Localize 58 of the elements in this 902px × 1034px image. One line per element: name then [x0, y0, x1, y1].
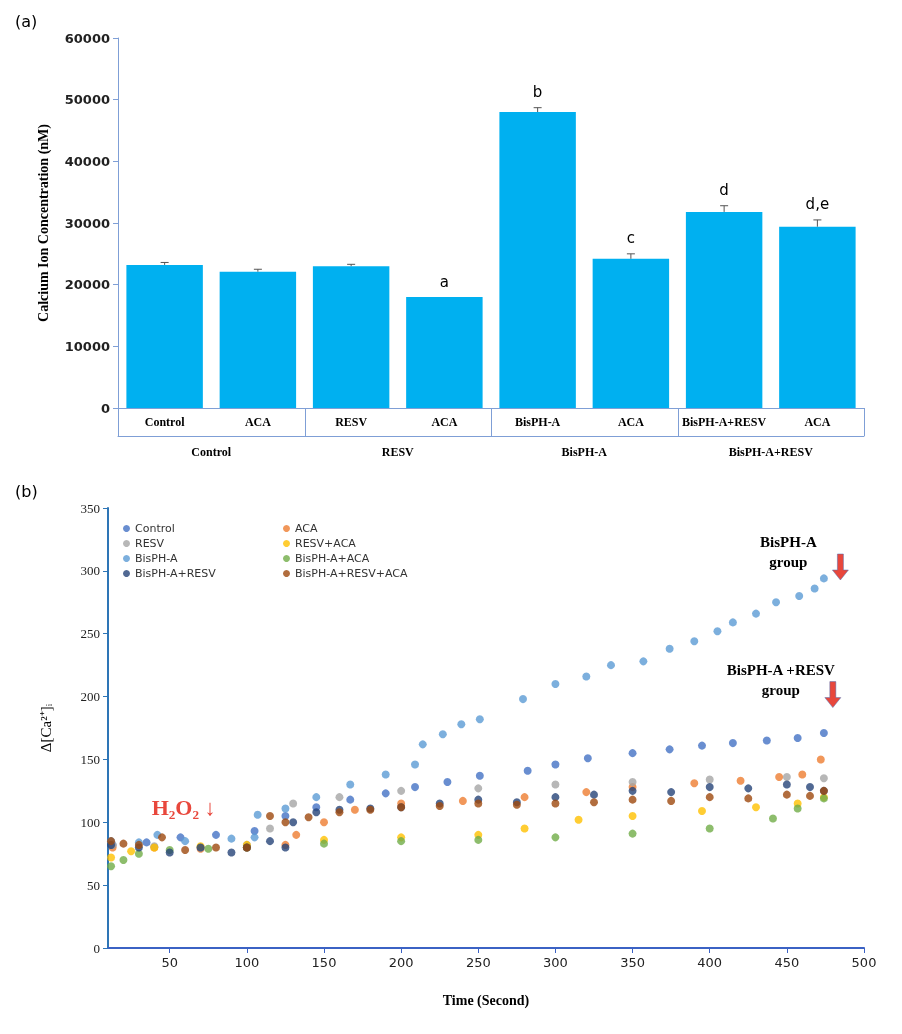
y-tick-label: 150 [80, 751, 100, 767]
legend-label: BisPH-A+RESV [135, 567, 217, 580]
text: BisPH-A+RESV [728, 445, 814, 459]
x-tick-label: Control [144, 415, 186, 429]
legend-label: RESV+ACA [295, 537, 357, 550]
x-tick-label: ACA [804, 415, 831, 429]
x-tick-label: 250 [465, 955, 491, 970]
chart-title: (b) [15, 481, 38, 501]
x-axis-title: Time (Second) [442, 992, 530, 1009]
annotation: BisPH-A +RESV group [726, 661, 836, 698]
text: RESV [381, 445, 415, 459]
legend-label: ACA [295, 522, 319, 535]
x-tick-label: ACA [244, 415, 272, 429]
y-tick-label: 350 [80, 500, 100, 516]
data-label: d [719, 181, 729, 200]
x-tick-label: 100 [234, 955, 260, 970]
x-tick-label: 50 [161, 955, 178, 970]
x-tick-label: 350 [620, 955, 645, 970]
chart-title: (a) [15, 11, 38, 31]
y-axis-title: Calcium Ion Concentration (nM) [35, 123, 52, 322]
x-tick-label: ACA [431, 415, 458, 429]
x-tick-label: 150 [311, 955, 337, 970]
data-label: b [532, 83, 543, 102]
legend-label: Control [135, 522, 175, 535]
x-tick-label: RESV [335, 415, 368, 429]
y-tick-label: 200 [80, 689, 100, 705]
y-tick-label: 40000 [64, 153, 110, 169]
data-label: a [439, 272, 449, 291]
legend-label: RESV [135, 537, 165, 550]
y-tick-label: 50 [87, 877, 100, 893]
y-tick-label: 0 [93, 940, 100, 956]
data-label: c [626, 229, 635, 248]
x-tick-label: 400 [697, 955, 723, 970]
y-tick-label: 0 [100, 400, 110, 416]
annotation: BisPH-A group [760, 534, 817, 570]
y-tick-label: 20000 [64, 277, 110, 293]
y-axis-title: Δ[Ca²⁺]ᵢ [37, 703, 54, 753]
y-tick-label: 100 [80, 814, 100, 830]
x-tick-label: 500 [851, 955, 877, 970]
y-tick-label: 300 [80, 563, 100, 579]
y-tick-label: 50000 [64, 92, 110, 108]
text: Control [191, 445, 232, 459]
x-tick-label: BisPH-A+RESV [682, 415, 767, 429]
legend-label: BisPH-A+RESV+ACA [295, 567, 409, 580]
data-label: d,e [805, 195, 830, 214]
x-tick-label: ACA [617, 415, 645, 429]
annotation: H₂O₂ ↓ [151, 794, 216, 820]
y-tick-label: 30000 [64, 215, 110, 231]
x-tick-label: 300 [543, 955, 568, 970]
y-tick-label: 10000 [64, 338, 110, 354]
text: BisPH-A [561, 445, 608, 459]
x-tick-label: 450 [774, 955, 800, 970]
legend-label: BisPH-A+ACA [295, 552, 370, 565]
y-tick-label: 250 [80, 626, 100, 642]
y-tick-label: 60000 [64, 30, 110, 46]
x-tick-label: BisPH-A [514, 415, 561, 429]
x-tick-label: 200 [388, 955, 414, 970]
legend-label: BisPH-A [135, 552, 178, 565]
